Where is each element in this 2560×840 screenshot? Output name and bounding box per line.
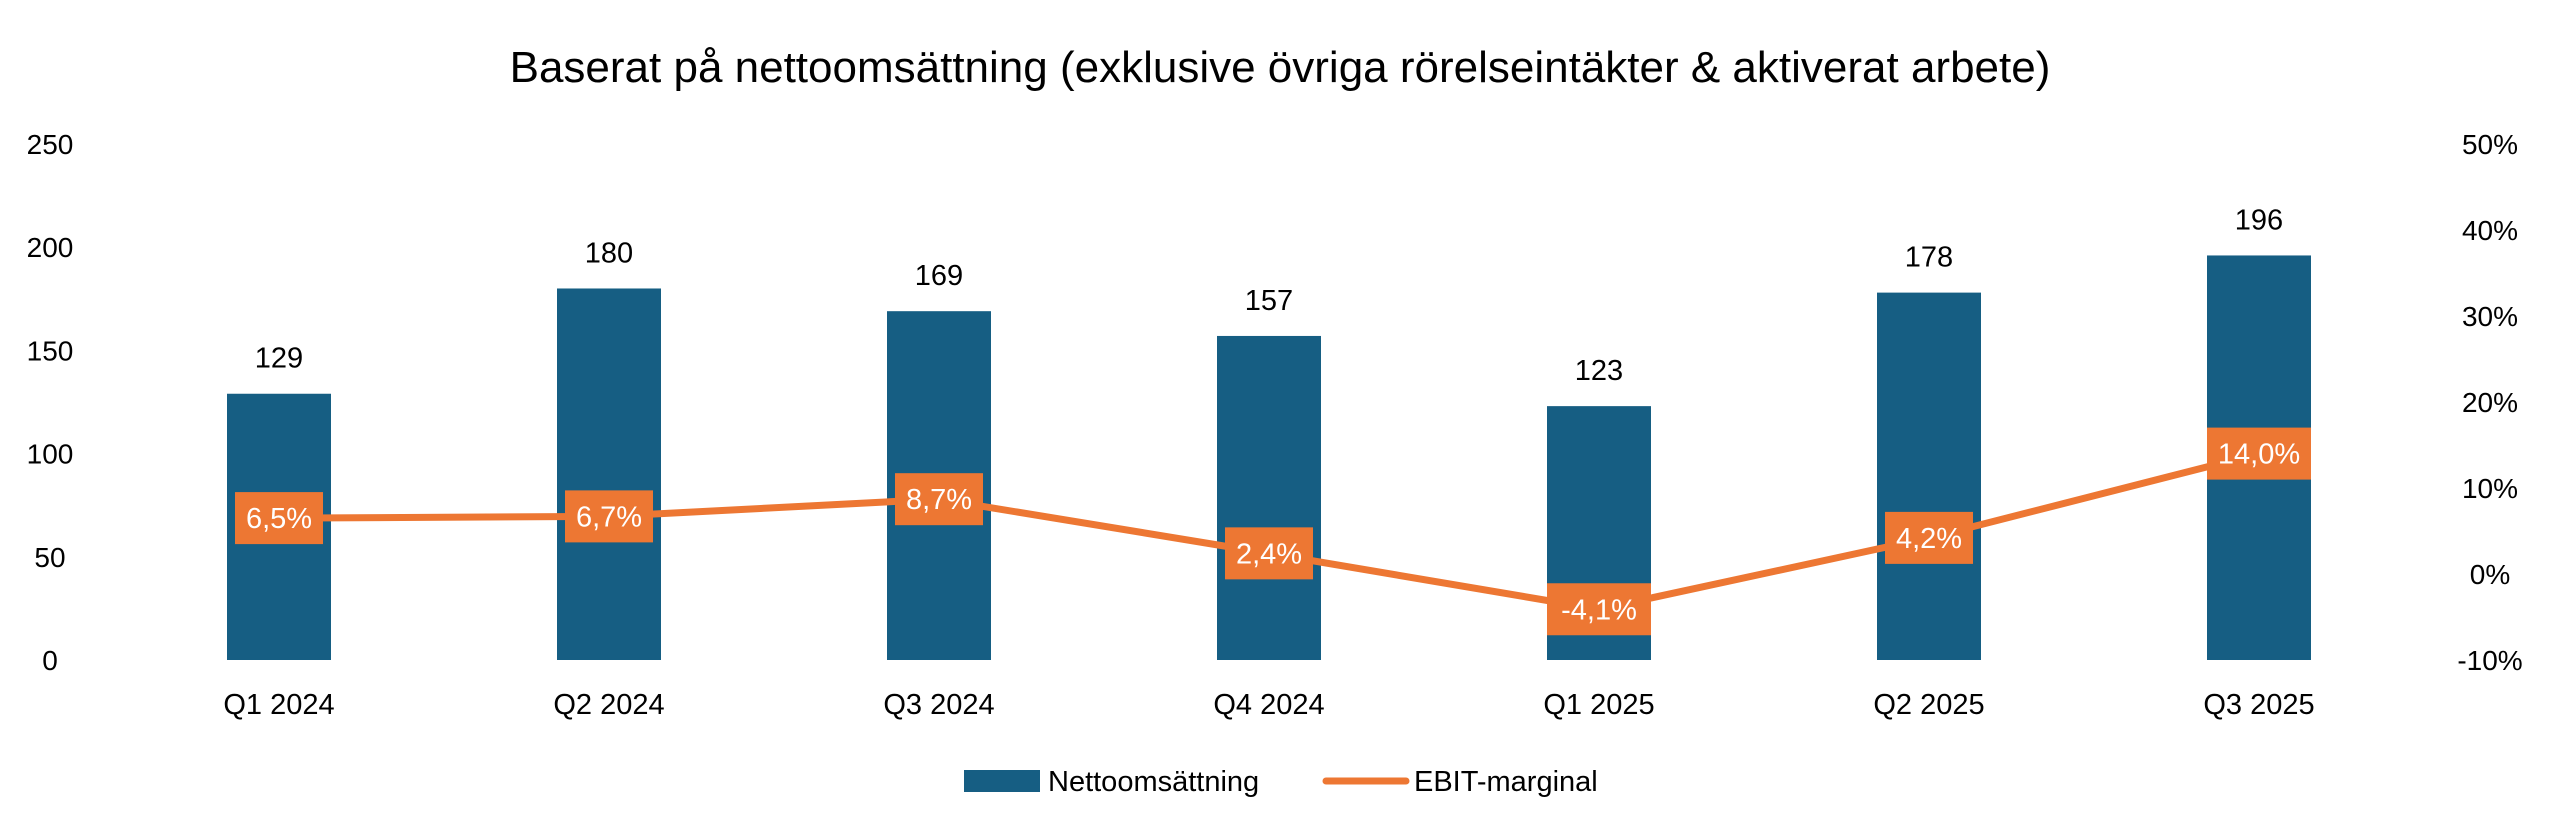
bar-label-q1-2025: 123 [1575,355,1623,387]
x-axis-label-q2-2024: Q2 2024 [553,689,664,721]
line-label-box [895,473,983,526]
right-axis-tick-30: 30% [2462,301,2518,332]
right-axis-tick-10: -10% [2457,645,2522,676]
x-axis-label-q3-2025: Q3 2025 [2203,689,2314,721]
bar-label-q4-2024: 157 [1245,285,1293,317]
right-y-axis: -10% 0% 10% 20% 30% 40% 50% [2457,129,2522,676]
line-label-text: 8,7% [906,484,972,516]
line-label-text: 4,2% [1896,523,1962,555]
line-label-box [565,490,653,543]
line-data-labels: 6,5% 6,7% 8,7% 2,4% -4,1% 4,2% 14,0% [235,427,2311,636]
left-axis-tick-250: 250 [27,129,74,160]
line-label-box [235,492,323,545]
legend-label-line: EBIT-marginal [1414,766,1598,798]
line-label-q2-2024: 6,7% [565,490,653,543]
right-axis-tick-20: 20% [2462,387,2518,418]
left-axis-tick-50: 50 [34,542,65,573]
left-axis-tick-150: 150 [27,335,74,366]
x-axis-label-q1-2024: Q1 2024 [223,689,334,721]
x-axis: Q1 2024 Q2 2024 Q3 2024 Q4 2024 Q1 2025 Q2 20… [223,689,2314,721]
left-axis-tick-200: 200 [27,232,74,263]
x-axis-label-q4-2024: Q4 2024 [1213,689,1324,721]
line-label-q3-2025: 14,0% [2207,427,2311,480]
right-axis-tick-10: 10% [2462,473,2518,504]
line-label-text: 6,7% [576,501,642,533]
right-axis-tick-0: 0% [2470,559,2510,590]
bar-q2-2025 [1877,292,1981,660]
line-label-q3-2024: 8,7% [895,473,983,526]
chart-title: Baserat på nettoomsättning (exklusive öv… [510,43,2051,92]
line-label-text: 14,0% [2218,439,2300,471]
legend-swatch-bar [964,770,1040,792]
left-y-axis: 0 50 100 150 200 250 [27,129,74,676]
bar-data-labels: 129 180 169 157 123 178 196 [255,204,2283,387]
line-label-q2-2025: 4,2% [1885,511,1973,564]
line-label-q1-2025: -4,1% [1547,583,1651,636]
bar-q4-2024 [1217,335,1321,660]
line-label-box [1547,583,1651,636]
right-axis-tick-40: 40% [2462,215,2518,246]
bar-label-q2-2024: 180 [585,237,633,269]
x-axis-label-q3-2024: Q3 2024 [883,689,994,721]
right-axis-tick-50: 50% [2462,129,2518,160]
bar-label-q2-2025: 178 [1905,242,1953,274]
left-axis-tick-0: 0 [42,645,58,676]
bar-label-q3-2024: 169 [915,260,963,292]
line-label-box [2207,427,2311,480]
line-label-text: 6,5% [246,503,312,535]
bar-label-q3-2025: 196 [2235,204,2283,236]
line-label-q4-2024: 2,4% [1225,527,1313,580]
line-label-box [1225,527,1313,580]
legend: Nettoomsättning EBIT-marginal [964,766,1598,798]
left-axis-tick-100: 100 [27,439,74,470]
bar-q2-2024 [557,288,661,660]
line-label-text: -4,1% [1561,594,1637,626]
line-label-box [1885,511,1973,564]
x-axis-label-q1-2025: Q1 2025 [1543,689,1654,721]
x-axis-label-q2-2025: Q2 2025 [1873,689,1984,721]
line-label-q1-2024: 6,5% [235,492,323,545]
bar-label-q1-2024: 129 [255,343,303,375]
line-label-text: 2,4% [1236,538,1302,570]
legend-label-bar: Nettoomsättning [1048,766,1259,798]
